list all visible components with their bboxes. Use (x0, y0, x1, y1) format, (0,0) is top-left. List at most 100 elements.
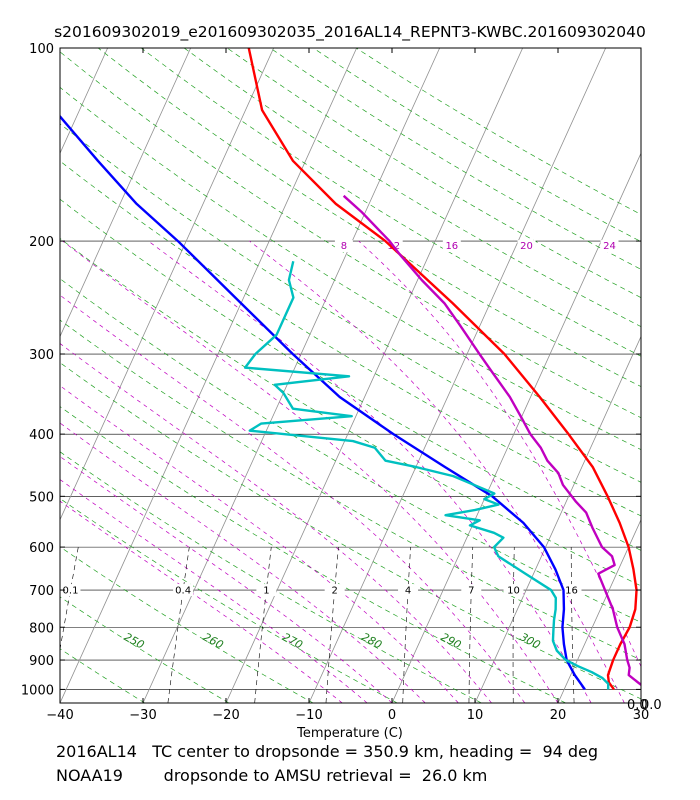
y-tick-label: 600 (29, 541, 54, 556)
mixing-ratio-label: 7 (468, 586, 474, 597)
dry-adiabat (60, 198, 641, 551)
y-tick-label: 200 (29, 235, 54, 250)
isotherm (474, 335, 641, 703)
y-tick-label: 300 (29, 348, 54, 363)
mixing-ratio-label-bg (256, 584, 277, 597)
isotherm (60, 48, 275, 521)
dry-adiabat-label: 250 (122, 630, 147, 651)
dry-adiabat (60, 160, 641, 517)
y-tick-label: 900 (29, 654, 54, 669)
mixing-ratio-line (167, 547, 190, 703)
moist-adiabat-label-bg (442, 240, 461, 253)
moist-adiabat (60, 343, 492, 703)
footer-tc-info: 2016AL14 TC center to dropsonde = 350.9 … (56, 742, 599, 761)
mixing-ratio-label-bg (324, 584, 345, 597)
x-tick-label: −40 (46, 708, 73, 723)
x-tick-label: −10 (295, 708, 322, 723)
mixing-ratio-line (254, 547, 272, 703)
dry-adiabat (60, 362, 641, 700)
moist-adiabat-label-bg (517, 240, 536, 253)
dry-adiabat (60, 451, 482, 703)
corner-label: 0.0 (627, 698, 648, 713)
mixing-ratio-label: 0.1 (63, 586, 79, 597)
moist-adiabat-label-bg (600, 240, 619, 253)
y-tick-label: 400 (29, 428, 54, 443)
mixing-ratio-label-bg (461, 584, 482, 597)
mixing-ratio-label: 1 (263, 586, 269, 597)
isotherm (557, 518, 641, 703)
mixing-ratio-line (325, 547, 339, 703)
plot-frame (59, 47, 642, 704)
dry-adiabat (60, 406, 566, 703)
dry-adiabat-label: 290 (439, 630, 464, 651)
moist-adiabat (358, 240, 641, 668)
mixing-ratio-label-bg (173, 584, 194, 597)
moist-adiabat (60, 294, 526, 703)
moist-adiabat-label: 16 (445, 241, 458, 252)
y-tick-label: 800 (29, 621, 54, 636)
dry-adiabat-label: 260 (201, 630, 226, 651)
moist-adiabat (148, 240, 592, 703)
mixing-ratio-line (402, 547, 411, 703)
dry-adiabat-label: 280 (359, 630, 384, 651)
dry-adiabat (60, 86, 641, 450)
mixing-ratio-line (60, 547, 79, 652)
isotherm (308, 48, 607, 703)
moist-adiabat (60, 479, 368, 703)
dry-adiabat (140, 48, 641, 357)
dry-adiabat-label: 270 (280, 630, 305, 651)
dry-adiabat (60, 237, 641, 587)
dry-adiabat (60, 278, 641, 623)
isotherm (142, 48, 441, 703)
profile-line (247, 48, 638, 691)
isotherm (391, 152, 641, 703)
mixing-ratio-line (468, 547, 474, 703)
dry-adiabat (60, 546, 314, 703)
y-tick-label: 1000 (21, 683, 54, 698)
mixing-ratio-label: 10 (507, 586, 520, 597)
dry-adiabat (60, 498, 398, 703)
x-tick-label: 10 (467, 708, 484, 723)
background-lines (0, 48, 641, 703)
moist-adiabat (62, 240, 559, 703)
profiles (60, 48, 641, 691)
profile-line (243, 260, 610, 690)
isotherm (0, 48, 25, 703)
mixing-ratio-label: 2 (331, 586, 337, 597)
moist-adiabat-label: 20 (520, 241, 533, 252)
dry-adiabat (312, 48, 641, 243)
dry-adiabat (60, 648, 146, 703)
profile-line (60, 114, 586, 691)
axes: −40 −30 −20 −10 0 10 20 30100090080070060050040… (21, 42, 649, 723)
isotherm (60, 48, 358, 703)
dry-adiabat (60, 51, 641, 419)
x-axis-label: Temperature (C) (296, 726, 403, 741)
isotherm (640, 702, 641, 703)
y-tick-label: 700 (29, 584, 54, 599)
dry-adiabat (226, 48, 641, 299)
moist-adiabat (60, 456, 393, 703)
isotherm (60, 48, 109, 155)
mixing-ratio-label-bg (398, 584, 419, 597)
moist-adiabat (60, 500, 343, 703)
moist-adiabat-label: 24 (603, 241, 616, 252)
x-tick-label: −30 (129, 708, 156, 723)
mixing-ratio-label: 4 (405, 586, 411, 597)
x-tick-label: 30 (633, 708, 650, 723)
dry-adiabat (60, 123, 641, 483)
x-tick-label: 0 (388, 708, 396, 723)
x-tick-label: −20 (212, 708, 239, 723)
moist-adiabat (60, 385, 459, 703)
mixing-ratio-line (512, 547, 515, 703)
chart-title: s201609302019_e201609302035_2016AL14_REP… (54, 23, 646, 42)
x-tick-label: 20 (550, 708, 567, 723)
moist-adiabat-label: 8 (341, 241, 347, 252)
mixing-ratio-label: 16 (565, 586, 578, 597)
mixing-ratio-label-bg (60, 584, 81, 597)
profile-line (342, 194, 641, 687)
moist-adiabat (60, 422, 426, 703)
mixing-ratio-label: 0.4 (175, 586, 191, 597)
moist-adiabat-label-bg (334, 240, 353, 253)
